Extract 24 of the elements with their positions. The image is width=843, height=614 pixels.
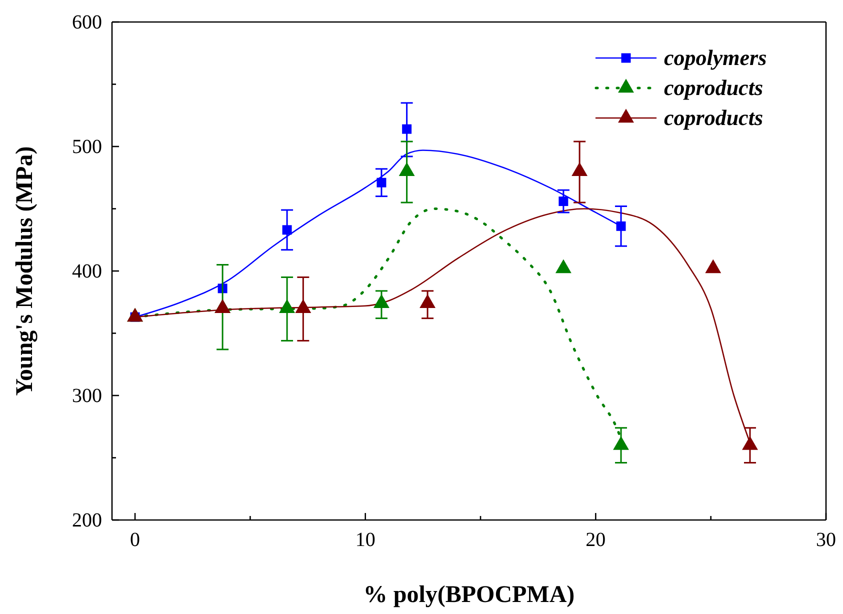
point xyxy=(295,299,312,313)
point xyxy=(420,294,436,308)
x-axis-title: % poly(BPOCPMA) xyxy=(363,582,575,608)
y-tick-label: 400 xyxy=(72,260,102,282)
legend-label: coproducts xyxy=(664,105,763,130)
point xyxy=(572,162,588,176)
y-axis-title: Young's Modulus (MPa) xyxy=(12,146,38,396)
point xyxy=(374,294,390,308)
point xyxy=(279,299,296,313)
point xyxy=(555,259,572,274)
y-tick-label: 500 xyxy=(72,136,102,158)
x-tick-label: 30 xyxy=(816,529,836,552)
x-tick-label: 0 xyxy=(130,529,140,552)
legend-label: coproducts xyxy=(664,75,763,100)
point xyxy=(398,162,415,176)
y-tick-label: 300 xyxy=(72,384,102,407)
point xyxy=(742,436,758,450)
point xyxy=(705,259,722,274)
x-tick-label: 20 xyxy=(586,529,606,552)
y-tick-label: 200 xyxy=(72,509,102,532)
y-tick-label: 600 xyxy=(72,11,102,34)
point xyxy=(613,436,629,450)
x-tick-label: 10 xyxy=(355,529,376,552)
legend-label: copolymers xyxy=(664,45,767,70)
